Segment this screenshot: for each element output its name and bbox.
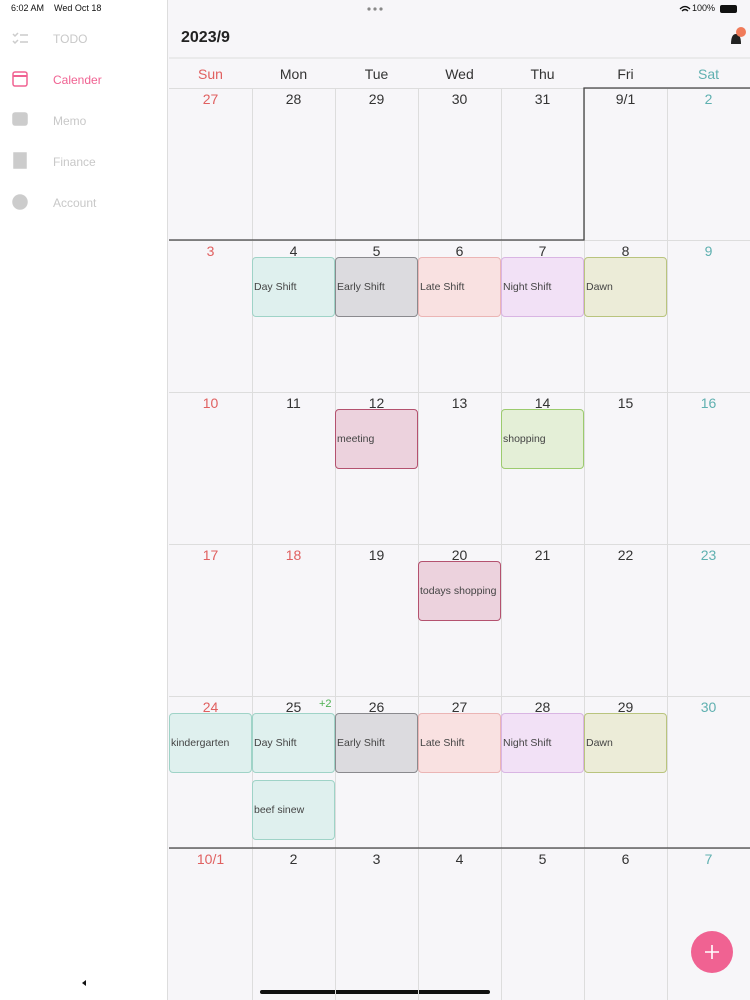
- event[interactable]: Dawn: [584, 713, 667, 773]
- day-number[interactable]: 19: [368, 547, 385, 563]
- event[interactable]: Late Shift: [418, 257, 501, 317]
- day-number[interactable]: 7: [704, 851, 713, 867]
- day-number[interactable]: 2: [704, 91, 713, 107]
- sidebar: [0, 0, 168, 1000]
- header-title: 2023/9: [181, 29, 230, 46]
- day-number[interactable]: 11: [286, 395, 301, 411]
- event[interactable]: meeting: [335, 409, 418, 469]
- day-number[interactable]: 20: [451, 547, 468, 563]
- day-number[interactable]: 31: [534, 91, 551, 107]
- day-number[interactable]: 8: [621, 243, 630, 259]
- grid-line: [169, 88, 750, 89]
- day-number[interactable]: 29: [617, 699, 634, 715]
- day-number[interactable]: 27: [202, 91, 219, 107]
- day-number[interactable]: 6: [455, 243, 464, 259]
- day-number[interactable]: 5: [538, 851, 547, 867]
- day-number[interactable]: 17: [202, 547, 219, 563]
- grid-line: [169, 696, 750, 697]
- status-battery: 100%: [692, 3, 716, 13]
- day-number[interactable]: 28: [285, 91, 302, 107]
- event[interactable]: Early Shift: [335, 257, 418, 317]
- event[interactable]: kindergarten: [169, 713, 252, 773]
- weekday-label: Sat: [697, 66, 719, 82]
- day-number[interactable]: 27: [451, 699, 468, 715]
- event[interactable]: Early Shift: [335, 713, 418, 773]
- event[interactable]: Late Shift: [418, 713, 501, 773]
- day-number[interactable]: 30: [451, 91, 468, 107]
- day-number[interactable]: 18: [285, 547, 302, 563]
- day-number[interactable]: 15: [617, 395, 634, 411]
- nav-item[interactable]: Calender: [53, 73, 102, 87]
- status-time: 6:02 AM: [11, 3, 45, 13]
- day-number[interactable]: 4: [455, 851, 464, 867]
- event[interactable]: shopping: [501, 409, 584, 469]
- event[interactable]: beef sinew: [252, 780, 335, 840]
- day-number[interactable]: 13: [451, 395, 468, 411]
- day-number[interactable]: 22: [617, 547, 634, 563]
- event[interactable]: Dawn: [584, 257, 667, 317]
- nav-item[interactable]: TODO: [53, 32, 88, 46]
- weekday-label: Thu: [530, 66, 555, 82]
- weekday-label: Sun: [198, 66, 223, 82]
- day-number[interactable]: 29: [368, 91, 385, 107]
- grid-line: [169, 392, 750, 393]
- day-number[interactable]: 26: [368, 699, 385, 715]
- day-number[interactable]: 9/1: [615, 91, 636, 107]
- day-number[interactable]: 10/1: [196, 851, 225, 867]
- day-number[interactable]: 4: [289, 243, 298, 259]
- grid-line: [169, 240, 750, 241]
- day-number[interactable]: 3: [206, 243, 215, 259]
- day-number[interactable]: 9: [704, 243, 713, 259]
- day-number[interactable]: 23: [700, 547, 717, 563]
- nav-item[interactable]: Finance: [53, 155, 96, 169]
- event[interactable]: Night Shift: [501, 713, 584, 773]
- add-button[interactable]: [690, 930, 734, 974]
- day-number[interactable]: 10: [202, 395, 219, 411]
- event[interactable]: Day Shift: [252, 257, 335, 317]
- day-number[interactable]: 5: [372, 243, 381, 259]
- grid-line: [169, 544, 750, 545]
- event[interactable]: Night Shift: [501, 257, 584, 317]
- weekday-label: Mon: [279, 66, 308, 82]
- day-number[interactable]: 24: [202, 699, 219, 715]
- event[interactable]: todays shopping: [418, 561, 501, 621]
- day-number[interactable]: 25: [285, 699, 302, 715]
- day-number[interactable]: 2: [289, 851, 298, 867]
- nav-item[interactable]: Account: [53, 196, 97, 210]
- weekday-label: Fri: [617, 66, 634, 82]
- day-number[interactable]: 3: [372, 851, 381, 867]
- day-number[interactable]: 6: [621, 851, 630, 867]
- day-number[interactable]: 21: [534, 547, 551, 563]
- day-number[interactable]: 7: [538, 243, 547, 259]
- weekday-label: Wed: [445, 66, 474, 82]
- grid-line: [169, 848, 750, 849]
- nav-item[interactable]: Memo: [53, 114, 87, 128]
- day-number[interactable]: 12: [368, 395, 385, 411]
- event[interactable]: Day Shift: [252, 713, 335, 773]
- day-number[interactable]: 14: [534, 395, 551, 411]
- more-indicator[interactable]: +2: [319, 698, 332, 710]
- day-number[interactable]: 16: [700, 395, 717, 411]
- weekday-label: Tue: [364, 66, 389, 82]
- day-number[interactable]: 28: [534, 699, 551, 715]
- status-date: Wed Oct 18: [54, 3, 102, 13]
- day-number[interactable]: 30: [700, 699, 717, 715]
